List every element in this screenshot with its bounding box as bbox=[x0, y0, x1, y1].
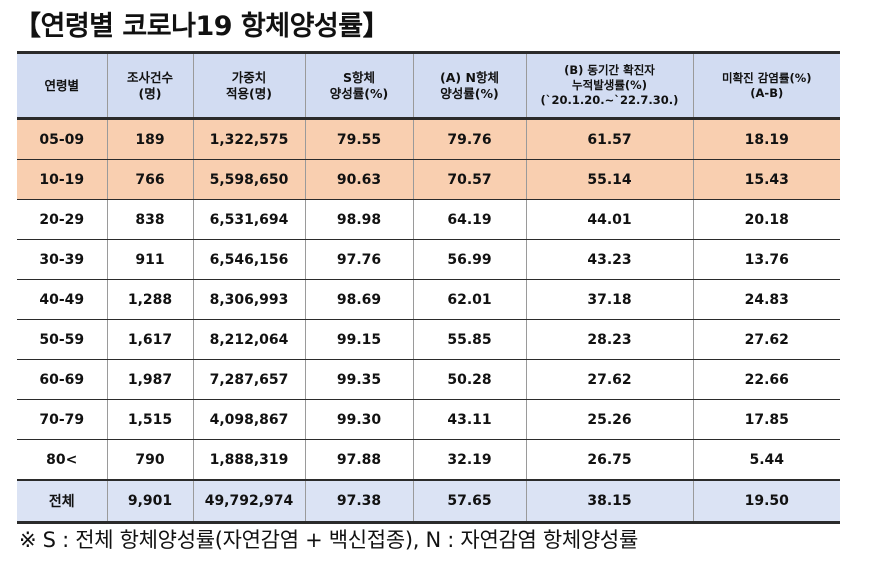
table-cell: 6,531,694 bbox=[192, 199, 306, 240]
table-cell: 60-69 bbox=[17, 359, 108, 400]
table-cell: 9,901 bbox=[106, 479, 194, 524]
table-cell: 30-39 bbox=[17, 239, 108, 280]
table-cell: 99.30 bbox=[304, 399, 414, 440]
table-cell: 43.11 bbox=[412, 399, 527, 440]
table-cell: 4,098,867 bbox=[192, 399, 306, 440]
header-cumulative-confirmed-rate: (B) 동기간 확진자 누적발생률(%) (`20.1.20.~`22.7.30… bbox=[525, 51, 694, 120]
table-cell: 1,288 bbox=[106, 279, 194, 320]
table-cell: 98.69 bbox=[304, 279, 414, 320]
table-row: 05-09 189 1,322,575 79.55 79.76 61.57 18.19 bbox=[17, 118, 840, 160]
table-row: 30-39 911 6,546,156 97.76 56.99 43.23 13.76 bbox=[17, 239, 840, 280]
table-cell: 1,617 bbox=[106, 319, 194, 360]
table-cell: 90.63 bbox=[304, 159, 414, 200]
table-cell: 40-49 bbox=[17, 279, 108, 320]
table-cell: 99.35 bbox=[304, 359, 414, 400]
table-cell: 189 bbox=[106, 118, 194, 160]
table-cell: 64.19 bbox=[412, 199, 527, 240]
table-cell: 55.85 bbox=[412, 319, 527, 360]
header-age-group: 연령별 bbox=[17, 51, 108, 120]
table-row: 20-29 838 6,531,694 98.98 64.19 44.01 20.18 bbox=[17, 199, 840, 240]
table-cell: 97.88 bbox=[304, 439, 414, 481]
antibody-rate-table: 연령별 조사건수 (명) 가중치 적용(명) S항체 양성률(%) (A) N항… bbox=[17, 51, 840, 524]
table-cell: 1,515 bbox=[106, 399, 194, 440]
table-cell: 43.23 bbox=[525, 239, 694, 280]
table-cell: 37.18 bbox=[525, 279, 694, 320]
table-row: 40-49 1,288 8,306,993 98.69 62.01 37.18 24.83 bbox=[17, 279, 840, 320]
table-cell: 99.15 bbox=[304, 319, 414, 360]
table-cell: 838 bbox=[106, 199, 194, 240]
table-cell: 26.75 bbox=[525, 439, 694, 481]
table-cell: 17.85 bbox=[692, 399, 840, 440]
table-cell: 20.18 bbox=[692, 199, 840, 240]
table-row-total: 전체 9,901 49,792,974 97.38 57.65 38.15 19… bbox=[17, 479, 840, 524]
table-cell: 38.15 bbox=[525, 479, 694, 524]
table-cell: 766 bbox=[106, 159, 194, 200]
table-cell: 6,546,156 bbox=[192, 239, 306, 280]
table-cell: 15.43 bbox=[692, 159, 840, 200]
header-unconfirmed-infection-rate: 미확진 감염률(%) (A-B) bbox=[692, 51, 840, 120]
table-cell: 49,792,974 bbox=[192, 479, 306, 524]
table-cell: 79.76 bbox=[412, 118, 527, 160]
table-cell: 5.44 bbox=[692, 439, 840, 481]
table-cell: 전체 bbox=[17, 479, 108, 524]
table-cell: 50-59 bbox=[17, 319, 108, 360]
page-title: 【연령별 코로나19 항체양성률】 bbox=[14, 11, 390, 42]
table-cell: 61.57 bbox=[525, 118, 694, 160]
table-cell: 55.14 bbox=[525, 159, 694, 200]
table-row: 60-69 1,987 7,287,657 99.35 50.28 27.62 22.66 bbox=[17, 359, 840, 400]
table-cell: 97.38 bbox=[304, 479, 414, 524]
table-cell: 8,306,993 bbox=[192, 279, 306, 320]
table-cell: 27.62 bbox=[525, 359, 694, 400]
table-cell: 25.26 bbox=[525, 399, 694, 440]
table-cell: 80< bbox=[17, 439, 108, 481]
table-row: 80< 790 1,888,319 97.88 32.19 26.75 5.44 bbox=[17, 439, 840, 481]
table-cell: 8,212,064 bbox=[192, 319, 306, 360]
table-cell: 70-79 bbox=[17, 399, 108, 440]
table-cell: 05-09 bbox=[17, 118, 108, 160]
table-cell: 27.62 bbox=[692, 319, 840, 360]
table-cell: 10-19 bbox=[17, 159, 108, 200]
table-cell: 1,987 bbox=[106, 359, 194, 400]
table-row: 70-79 1,515 4,098,867 99.30 43.11 25.26 17.85 bbox=[17, 399, 840, 440]
table-cell: 22.66 bbox=[692, 359, 840, 400]
table-header-row: 연령별 조사건수 (명) 가중치 적용(명) S항체 양성률(%) (A) N항… bbox=[17, 51, 840, 120]
header-n-antibody-rate: (A) N항체 양성률(%) bbox=[412, 51, 527, 120]
table-cell: 1,888,319 bbox=[192, 439, 306, 481]
table-cell: 7,287,657 bbox=[192, 359, 306, 400]
table-cell: 50.28 bbox=[412, 359, 527, 400]
header-s-antibody-rate: S항체 양성률(%) bbox=[304, 51, 414, 120]
table-cell: 32.19 bbox=[412, 439, 527, 481]
table-cell: 911 bbox=[106, 239, 194, 280]
table-cell: 28.23 bbox=[525, 319, 694, 360]
table-cell: 70.57 bbox=[412, 159, 527, 200]
header-survey-count: 조사건수 (명) bbox=[106, 51, 194, 120]
table-cell: 44.01 bbox=[525, 199, 694, 240]
table-row: 10-19 766 5,598,650 90.63 70.57 55.14 15.43 bbox=[17, 159, 840, 200]
table-cell: 98.98 bbox=[304, 199, 414, 240]
table-cell: 13.76 bbox=[692, 239, 840, 280]
table-cell: 790 bbox=[106, 439, 194, 481]
table-cell: 57.65 bbox=[412, 479, 527, 524]
table-cell: 79.55 bbox=[304, 118, 414, 160]
table-cell: 18.19 bbox=[692, 118, 840, 160]
table-cell: 1,322,575 bbox=[192, 118, 306, 160]
table-row: 50-59 1,617 8,212,064 99.15 55.85 28.23 27.62 bbox=[17, 319, 840, 360]
table-cell: 20-29 bbox=[17, 199, 108, 240]
header-weighted-count: 가중치 적용(명) bbox=[192, 51, 306, 120]
table-cell: 24.83 bbox=[692, 279, 840, 320]
table-cell: 97.76 bbox=[304, 239, 414, 280]
table-cell: 19.50 bbox=[692, 479, 840, 524]
table-cell: 56.99 bbox=[412, 239, 527, 280]
table-cell: 62.01 bbox=[412, 279, 527, 320]
footnote: ※ S : 전체 항체양성률(자연감염 + 백신접종), N : 자연감염 항체… bbox=[19, 528, 638, 552]
table-cell: 5,598,650 bbox=[192, 159, 306, 200]
